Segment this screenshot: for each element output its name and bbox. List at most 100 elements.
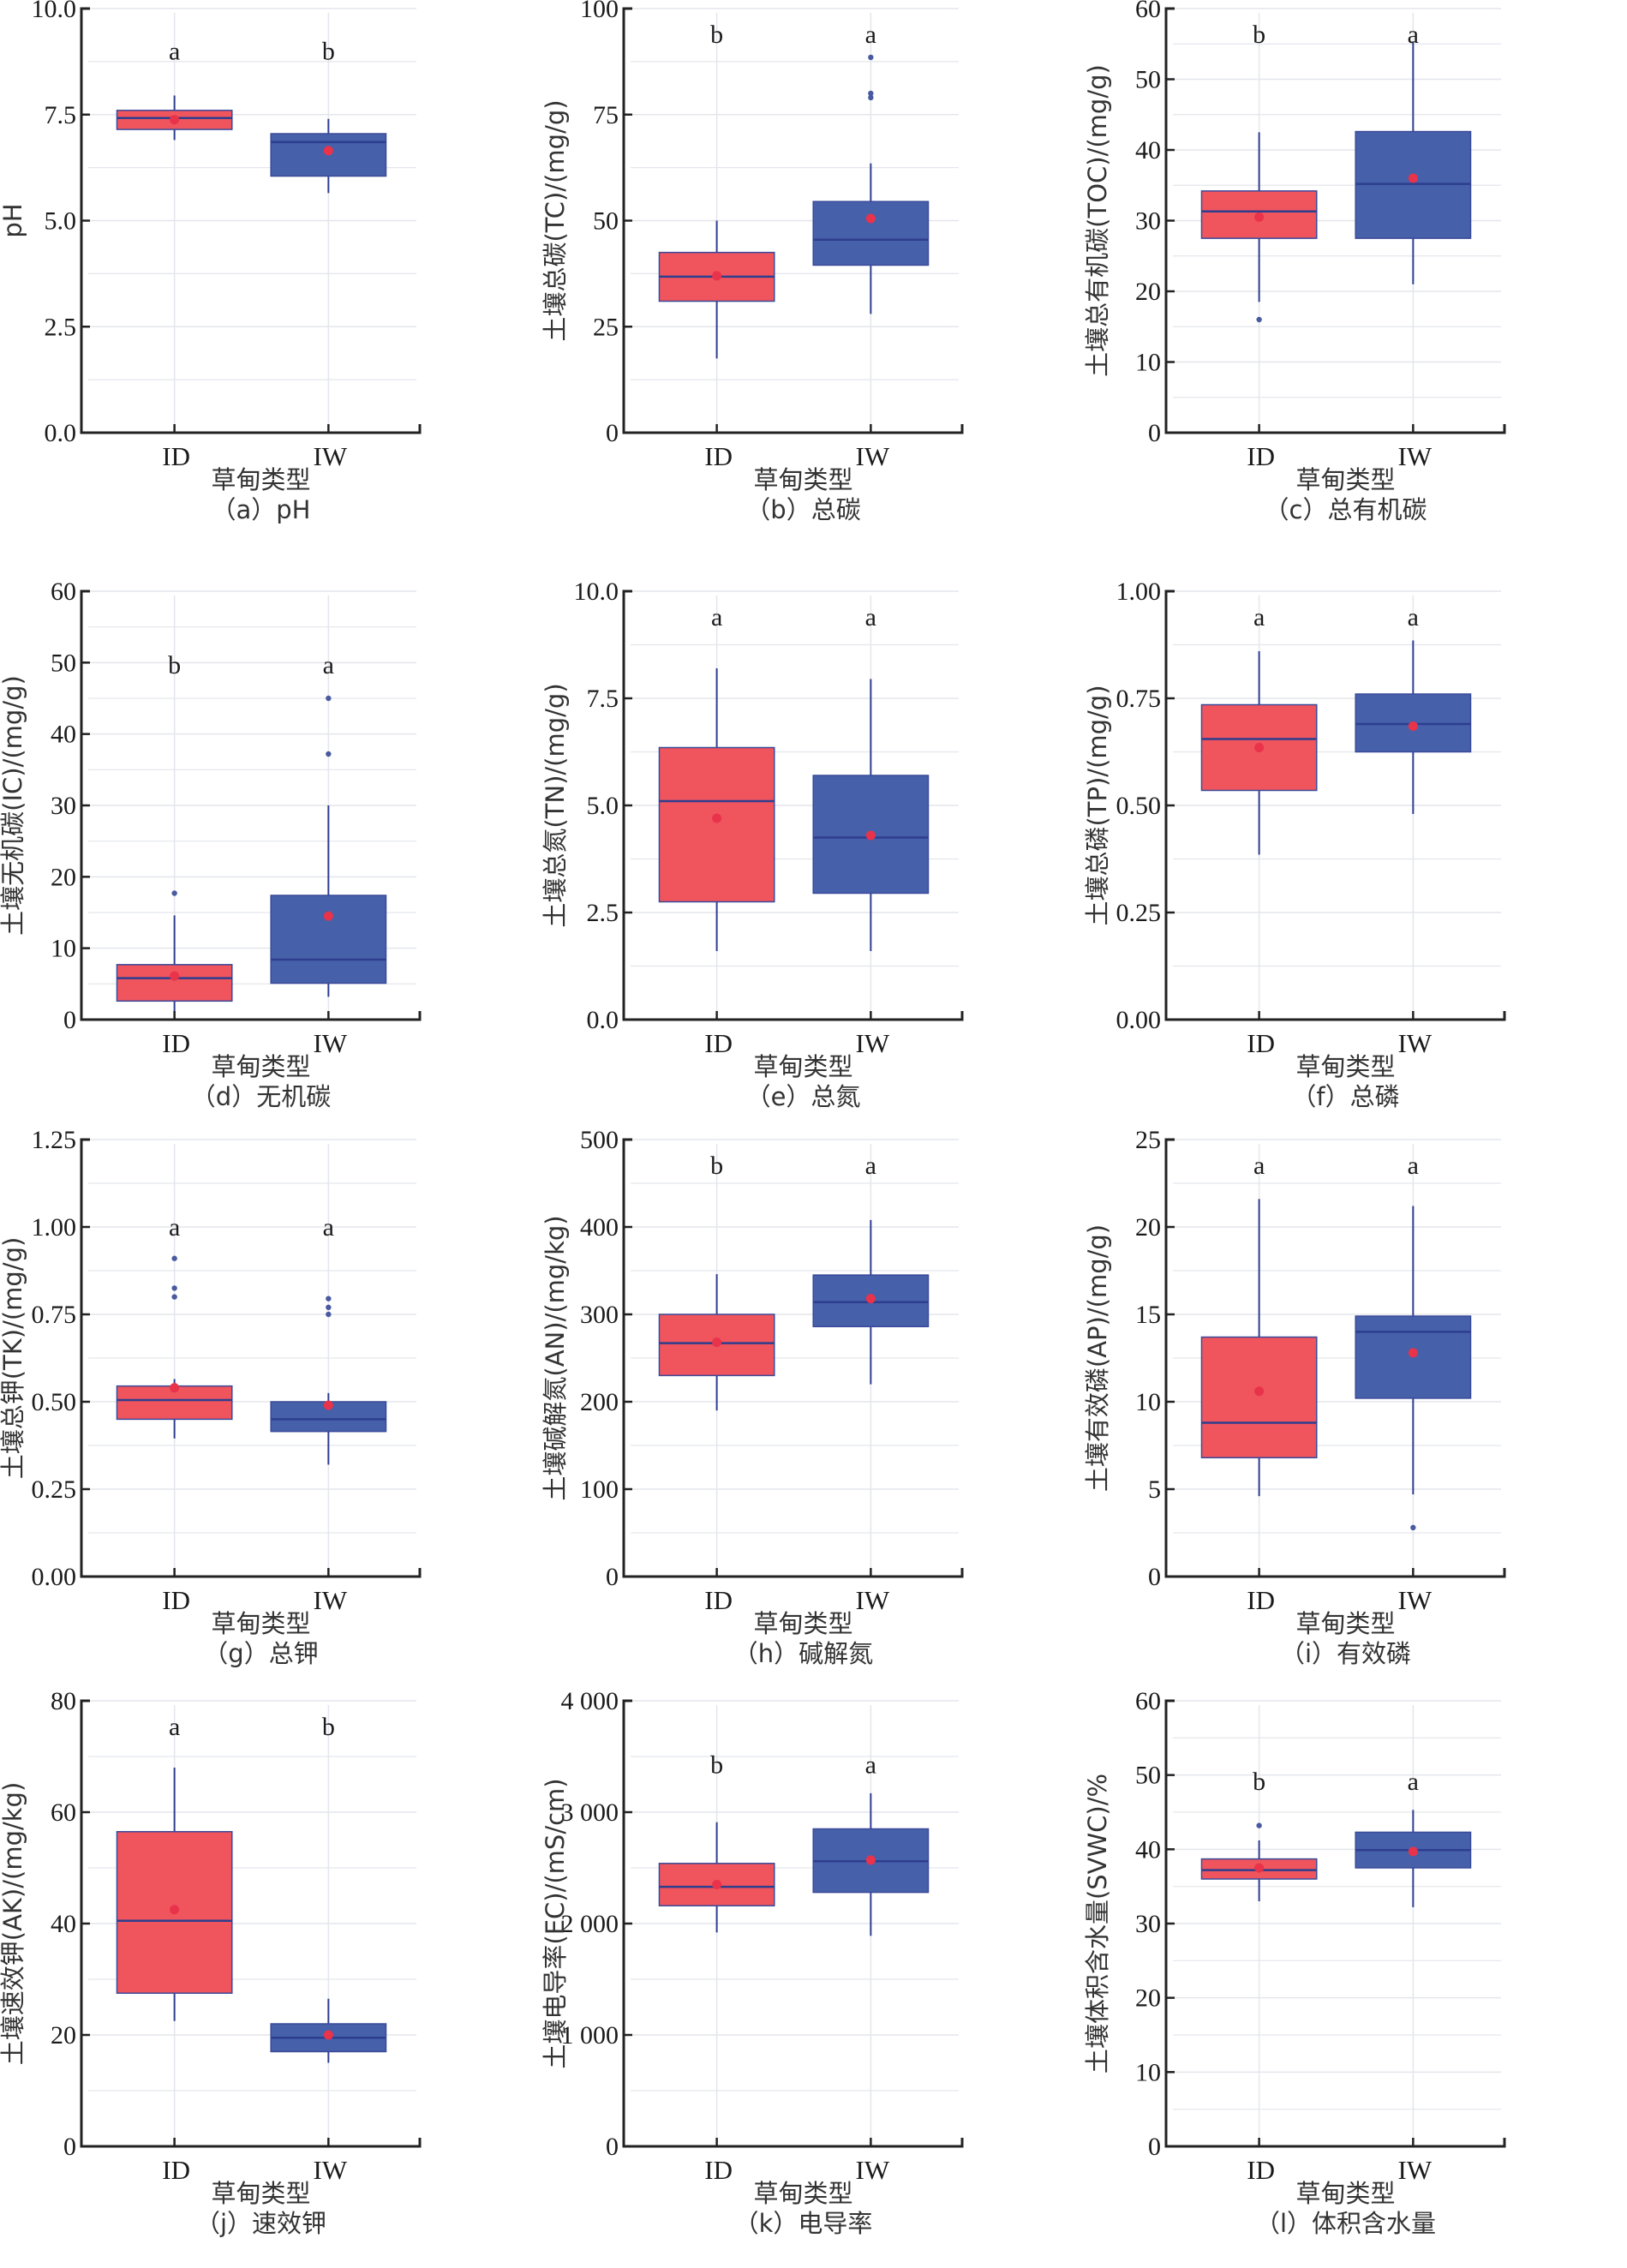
box-ID: b <box>1200 21 1318 323</box>
y-tick-label: 60 <box>1135 0 1161 23</box>
panel-c: b a 0 10 20 30 40 50 60 ID IW 草甸类型 土壤总有机碳(TOC)/(mg/g… <box>1085 0 1627 531</box>
y-tick-label: 2.5 <box>45 313 77 341</box>
outlier-point <box>326 1304 332 1311</box>
mean-marker <box>865 830 876 841</box>
significance-letter: a <box>1408 603 1419 631</box>
y-tick-label: 0 <box>63 2133 76 2161</box>
mean-marker <box>712 1880 722 1889</box>
panel-caption: （f）总磷 <box>1291 1082 1399 1111</box>
box-IW: b <box>270 37 387 194</box>
x-tick-label: IW <box>856 2155 890 2185</box>
mean-marker <box>712 813 722 823</box>
x-tick-label: IW <box>856 1585 890 1615</box>
outlier-point <box>1256 1822 1262 1828</box>
y-axis-title: 土壤总钾(TK)/(mg/g) <box>0 1237 27 1480</box>
y-tick-label: 5.0 <box>45 207 77 236</box>
x-axis-title: 草甸类型 <box>753 1052 852 1081</box>
box-ID: a <box>116 1713 233 2021</box>
significance-letter: b <box>168 651 181 679</box>
x-axis-title: 草甸类型 <box>211 465 310 494</box>
y-tick-label: 15 <box>1135 1301 1161 1329</box>
x-axis-title: 草甸类型 <box>1295 1052 1395 1081</box>
y-tick-label: 7.5 <box>45 101 77 129</box>
y-tick-label: 0 <box>606 1563 619 1591</box>
outlier-point <box>326 1296 332 1302</box>
y-tick-label: 50 <box>1135 66 1161 94</box>
y-tick-label: 30 <box>1135 1910 1161 1938</box>
significance-letter: a <box>1253 603 1265 631</box>
axes: 0 100 200 300 400 500 ID IW <box>580 1126 964 1615</box>
y-tick-label: 10 <box>51 935 76 963</box>
panel-caption: （l）体积含水量 <box>1255 2209 1436 2238</box>
y-tick-label: 5.0 <box>587 792 619 820</box>
iqr-box <box>812 200 930 266</box>
box-IW: a <box>812 1152 930 1385</box>
y-tick-label: 100 <box>580 0 619 23</box>
x-tick-label: IW <box>1398 441 1433 471</box>
mean-marker <box>170 1383 180 1393</box>
x-tick-label: IW <box>1398 2155 1433 2185</box>
axes: 0.0 2.5 5.0 7.5 10.0 ID IW <box>32 0 422 471</box>
significance-letter: b <box>1253 21 1265 49</box>
box-IW: a <box>270 651 387 997</box>
panel-caption: （i）有效磷 <box>1280 1639 1411 1668</box>
box-IW: a <box>270 1213 387 1465</box>
box-ID: b <box>658 1152 775 1411</box>
y-tick-label: 0 <box>1148 419 1161 447</box>
outlier-point <box>326 1311 332 1318</box>
mean-marker <box>170 971 180 981</box>
significance-letter: a <box>1408 1768 1419 1796</box>
outlier-point <box>171 1285 177 1291</box>
significance-letter: a <box>323 651 334 679</box>
y-tick-label: 0.00 <box>1116 1006 1162 1034</box>
y-tick-label: 50 <box>593 207 619 236</box>
panel-caption: （e）总氮 <box>746 1082 861 1111</box>
y-tick-label: 10 <box>1135 2058 1161 2086</box>
significance-letter: b <box>1253 1768 1265 1796</box>
significance-letter: a <box>865 1751 876 1780</box>
y-tick-label: 10.0 <box>574 577 619 606</box>
x-tick-label: IW <box>314 1028 348 1058</box>
panel-caption: （j）速效钾 <box>195 2209 326 2238</box>
y-tick-label: 0.0 <box>45 419 77 447</box>
y-tick-label: 40 <box>1135 1835 1161 1864</box>
x-tick-label: IW <box>856 441 890 471</box>
box-IW: a <box>812 603 930 951</box>
y-tick-label: 20 <box>1135 278 1161 306</box>
outlier-point <box>1256 316 1262 323</box>
mean-marker <box>1254 743 1265 752</box>
significance-letter: a <box>865 21 876 49</box>
y-tick-label: 40 <box>51 1910 76 1938</box>
significance-letter: a <box>865 603 876 631</box>
y-tick-label: 20 <box>51 863 76 891</box>
mean-marker <box>1254 212 1265 222</box>
significance-letter: b <box>710 1152 723 1180</box>
mean-marker <box>323 1400 333 1410</box>
y-tick-label: 50 <box>1135 1762 1161 1790</box>
y-tick-label: 20 <box>51 2021 76 2050</box>
box-IW: a <box>1355 603 1472 814</box>
y-tick-label: 1 000 <box>561 2021 619 2050</box>
y-tick-label: 20 <box>1135 1984 1161 2013</box>
y-tick-label: 60 <box>51 1798 76 1827</box>
gridlines <box>88 1139 416 1577</box>
significance-letter: a <box>711 603 722 631</box>
y-axis-title: 土壤速效钾(AK)/(mg/kg) <box>0 1782 27 2066</box>
mean-marker <box>865 1855 876 1865</box>
y-tick-label: 2 000 <box>561 1910 619 1938</box>
axes: 0 10 20 30 40 50 60 ID IW <box>1135 0 1506 471</box>
significance-letter: a <box>1408 21 1419 49</box>
box-ID: a <box>1200 603 1318 855</box>
y-tick-label: 1.25 <box>32 1126 77 1154</box>
y-tick-label: 500 <box>580 1126 619 1154</box>
x-tick-label: IW <box>856 1028 890 1058</box>
y-tick-label: 0 <box>606 419 619 447</box>
mean-marker <box>323 2030 333 2040</box>
